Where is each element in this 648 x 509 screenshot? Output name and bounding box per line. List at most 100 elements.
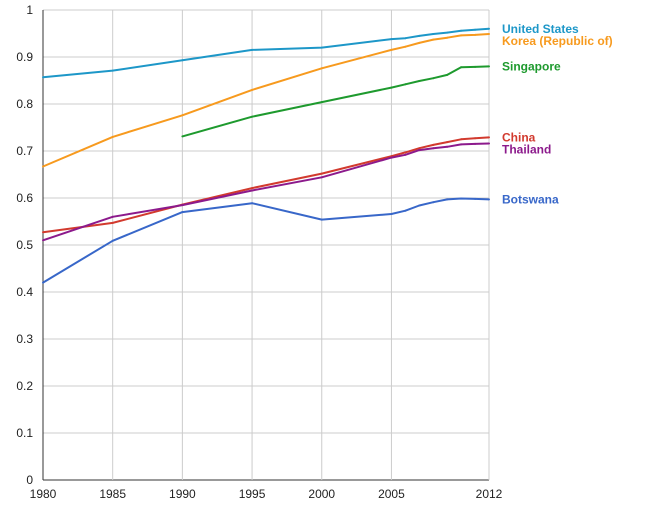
data-point bbox=[418, 204, 421, 207]
axes: 0 0.1 0.2 0.3 0.4 0.5 0.6 0.7 0.8 0.9 1 1980 1985 199… bbox=[16, 3, 502, 501]
data-point bbox=[390, 156, 393, 159]
data-point bbox=[111, 239, 114, 242]
series-label: China bbox=[502, 130, 536, 144]
data-point bbox=[404, 83, 407, 86]
y-tick-label: 0.9 bbox=[16, 50, 33, 64]
y-tick-label: 0.5 bbox=[16, 238, 33, 252]
data-point bbox=[181, 204, 184, 207]
data-point bbox=[404, 45, 407, 48]
data-point bbox=[404, 209, 407, 212]
data-point bbox=[404, 37, 407, 40]
series-label: Korea (Republic of) bbox=[502, 34, 613, 48]
data-point bbox=[432, 147, 435, 150]
data-point bbox=[460, 138, 463, 141]
data-point bbox=[42, 239, 44, 242]
data-point bbox=[390, 213, 393, 215]
data-point bbox=[42, 281, 44, 284]
data-point bbox=[111, 135, 114, 138]
data-point bbox=[251, 88, 254, 91]
data-point bbox=[418, 41, 421, 44]
data-point bbox=[432, 77, 435, 80]
data-point bbox=[251, 187, 254, 190]
data-point bbox=[446, 198, 449, 201]
x-tick-label: 1990 bbox=[169, 487, 196, 501]
data-point bbox=[488, 136, 490, 139]
data-point bbox=[460, 29, 463, 32]
x-tick-label: 2005 bbox=[378, 487, 405, 501]
x-tick-label: 1980 bbox=[30, 487, 57, 501]
series-label: Singapore bbox=[502, 59, 561, 73]
series-lines bbox=[42, 27, 490, 284]
data-point bbox=[460, 197, 463, 200]
data-point bbox=[390, 48, 393, 51]
data-point bbox=[251, 48, 254, 51]
data-point bbox=[460, 66, 463, 69]
y-tick-label: 0.7 bbox=[16, 144, 33, 158]
data-point bbox=[432, 33, 435, 35]
data-point bbox=[474, 137, 477, 140]
data-point bbox=[460, 34, 463, 37]
data-point bbox=[446, 36, 449, 39]
x-tick-label: 2000 bbox=[308, 487, 335, 501]
data-point bbox=[181, 59, 184, 62]
x-tick-label: 2012 bbox=[476, 487, 503, 501]
data-point bbox=[390, 86, 393, 89]
y-tick-label: 0.1 bbox=[16, 426, 33, 440]
data-point bbox=[432, 143, 435, 146]
data-point bbox=[460, 143, 463, 146]
data-point bbox=[432, 38, 435, 41]
data-point bbox=[418, 34, 421, 37]
data-point bbox=[488, 33, 490, 35]
data-point bbox=[320, 101, 323, 104]
data-point bbox=[42, 165, 44, 168]
data-point bbox=[111, 69, 114, 72]
y-tick-label: 0 bbox=[26, 473, 33, 487]
y-tick-label: 0.6 bbox=[16, 191, 33, 205]
grid-lines bbox=[42, 9, 490, 481]
x-tick-label: 1985 bbox=[99, 487, 126, 501]
data-point bbox=[251, 202, 254, 205]
data-point bbox=[488, 198, 490, 201]
data-point bbox=[474, 65, 477, 68]
y-tick-label: 0.4 bbox=[16, 285, 33, 299]
data-point bbox=[488, 65, 490, 68]
y-tick-label: 0.8 bbox=[16, 97, 33, 111]
data-point bbox=[251, 115, 254, 118]
data-point bbox=[181, 135, 184, 138]
data-point bbox=[320, 172, 323, 175]
data-point bbox=[320, 218, 323, 221]
data-point bbox=[488, 142, 490, 145]
data-point bbox=[404, 153, 407, 156]
data-point bbox=[474, 28, 477, 31]
data-point bbox=[42, 76, 44, 79]
data-point bbox=[320, 46, 323, 49]
data-point bbox=[418, 147, 421, 150]
data-point bbox=[390, 38, 393, 41]
y-tick-label: 1 bbox=[26, 3, 33, 17]
data-point bbox=[446, 73, 449, 76]
data-point bbox=[404, 151, 407, 154]
data-point bbox=[418, 80, 421, 82]
data-point bbox=[474, 142, 477, 145]
data-point bbox=[488, 27, 490, 30]
y-tick-label: 0.3 bbox=[16, 332, 33, 346]
y-tick-label: 0.2 bbox=[16, 379, 33, 393]
data-point bbox=[111, 221, 114, 224]
data-point bbox=[320, 176, 323, 179]
data-point bbox=[418, 149, 421, 152]
data-point bbox=[111, 215, 114, 218]
data-point bbox=[446, 31, 449, 34]
data-point bbox=[42, 231, 44, 234]
data-point bbox=[474, 33, 477, 36]
data-point bbox=[446, 145, 449, 148]
series-label: Thailand bbox=[502, 142, 551, 156]
series-label: United States bbox=[502, 22, 579, 36]
data-point bbox=[432, 201, 435, 204]
data-point bbox=[446, 141, 449, 144]
data-point bbox=[181, 114, 184, 117]
data-point bbox=[474, 197, 477, 200]
data-point bbox=[320, 67, 323, 70]
